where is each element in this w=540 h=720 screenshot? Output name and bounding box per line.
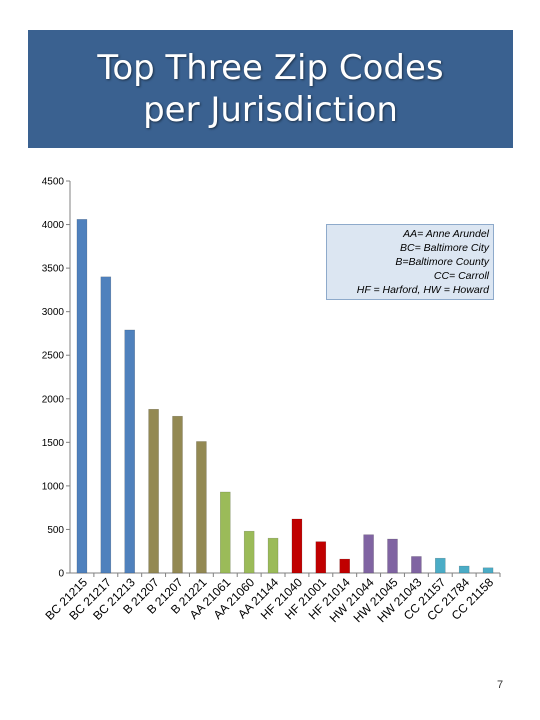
bar [100, 276, 112, 574]
legend-line: AA= Anne Arundel [403, 228, 489, 240]
y-tick-label: 3000 [42, 307, 65, 318]
legend-line: HF = Harford, HW = Howard [356, 284, 489, 296]
title-banner: Top Three Zip Codes per Jurisdiction [28, 30, 513, 148]
bar [291, 518, 303, 574]
y-tick-label: 3500 [42, 264, 65, 275]
chart-bars [76, 219, 494, 574]
legend-line: B=Baltimore County [395, 256, 489, 268]
y-tick-label: 500 [47, 525, 64, 536]
chart-axes: 0 500 1000 1500 2000 2500 3000 3500 4000 4500 [42, 177, 501, 580]
bar [243, 530, 255, 574]
bar [387, 538, 398, 574]
bar [411, 556, 422, 574]
y-tick-label: 2000 [42, 394, 65, 405]
y-tick-label: 4500 [42, 177, 65, 188]
bar [267, 537, 279, 574]
page-title: Top Three Zip Codes per Jurisdiction [97, 48, 444, 130]
bar [363, 534, 374, 574]
bar [124, 329, 135, 574]
bar [76, 219, 88, 574]
y-tick-label: 1000 [42, 481, 65, 492]
bar [435, 557, 446, 574]
legend-line: BC= Baltimore City [400, 242, 489, 254]
bar [315, 541, 327, 574]
bar [458, 565, 470, 574]
y-tick-label: 2500 [42, 351, 65, 362]
y-tick-label: 1500 [42, 438, 65, 449]
bar [148, 408, 159, 574]
y-tick-label: 0 [58, 569, 64, 580]
bar [339, 558, 350, 574]
bar [482, 567, 494, 574]
bar [172, 415, 183, 574]
y-tick-label: 4000 [42, 220, 65, 231]
legend-box: AA= Anne Arundel BC= Baltimore City B=Ba… [326, 224, 494, 300]
bar [220, 491, 231, 574]
bar [196, 441, 207, 574]
legend-line: CC= Carroll [433, 270, 489, 282]
page-number: 7 [497, 679, 504, 691]
